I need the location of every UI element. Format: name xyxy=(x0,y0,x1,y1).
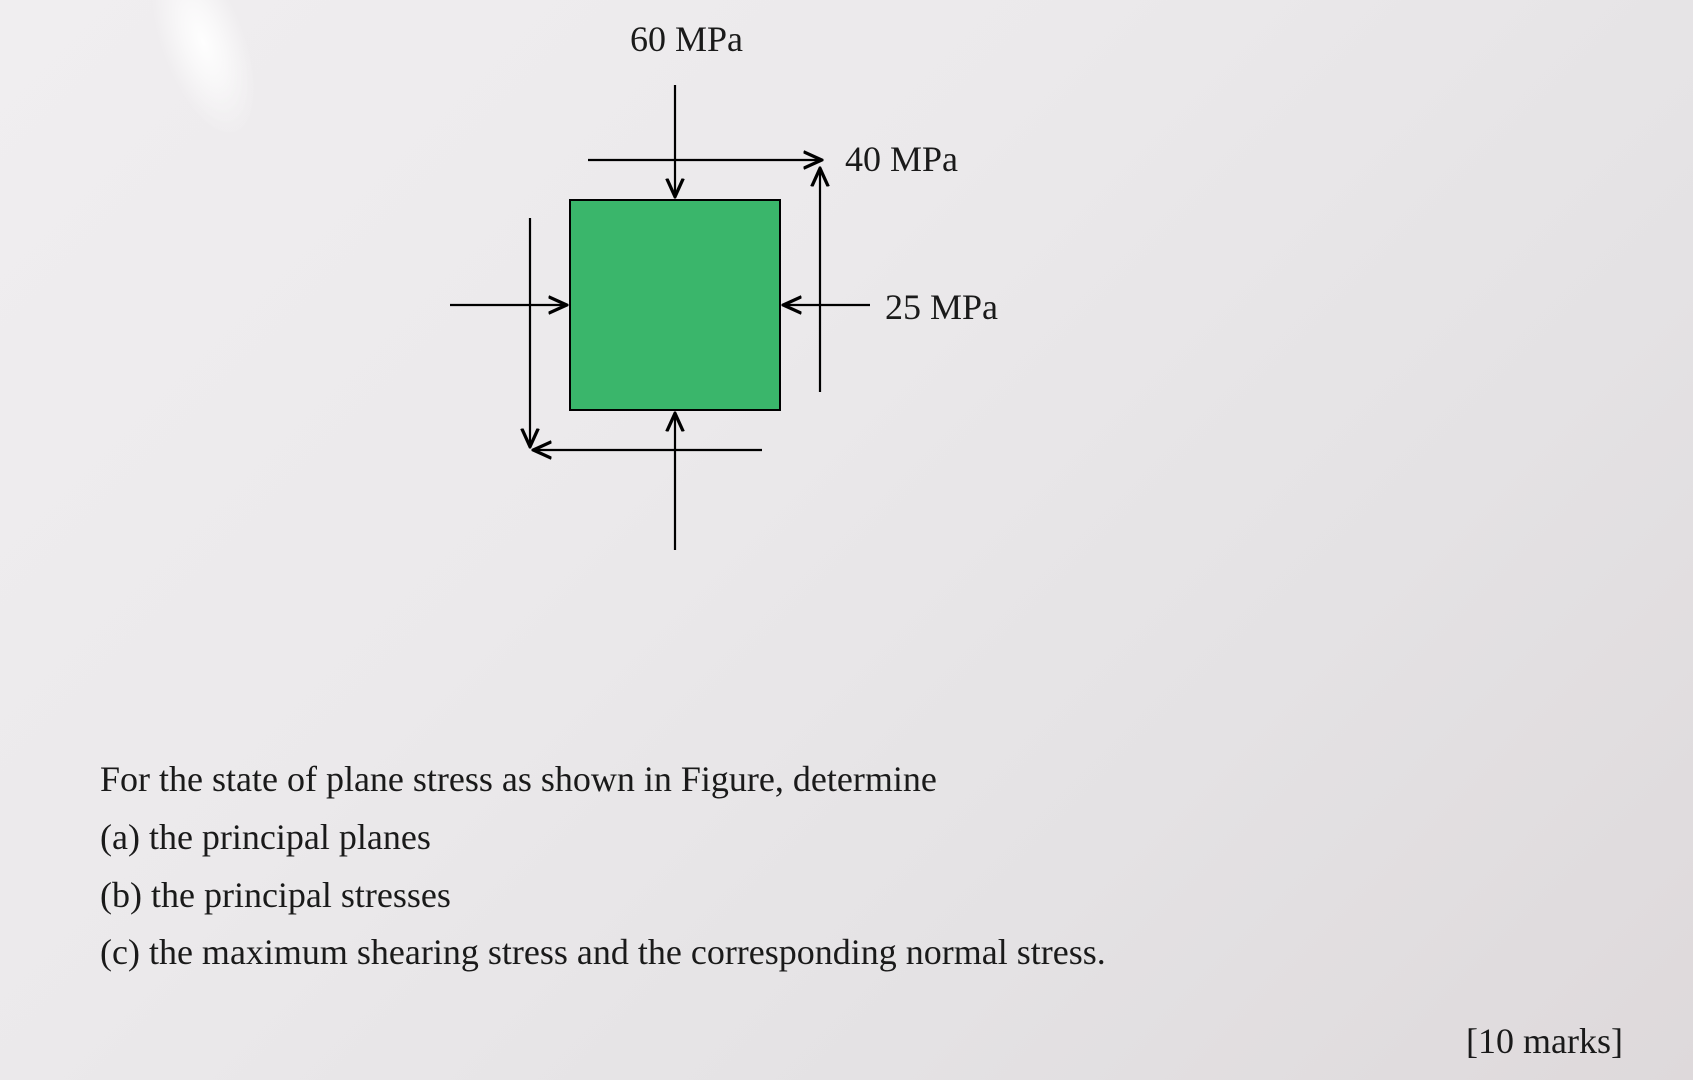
page: 60 MPa 40 MPa 25 MPa For the state of pl… xyxy=(0,0,1693,1080)
question-part-c: (c) the maximum shearing stress and the … xyxy=(100,925,1613,981)
question-part-b: (b) the principal stresses xyxy=(100,868,1613,924)
label-sigma-y: 60 MPa xyxy=(630,18,743,60)
label-sigma-x: 25 MPa xyxy=(885,286,998,328)
question-part-a: (a) the principal planes xyxy=(100,810,1613,866)
screen-glare xyxy=(49,0,331,211)
stress-diagram: 60 MPa 40 MPa 25 MPa xyxy=(380,10,1160,650)
label-tau-xy: 40 MPa xyxy=(845,138,958,180)
question-block: For the state of plane stress as shown i… xyxy=(100,750,1613,981)
question-intro: For the state of plane stress as shown i… xyxy=(100,752,1613,808)
stress-element xyxy=(570,200,780,410)
marks-label: [10 marks] xyxy=(1466,1020,1623,1062)
stress-diagram-svg xyxy=(380,10,1160,650)
